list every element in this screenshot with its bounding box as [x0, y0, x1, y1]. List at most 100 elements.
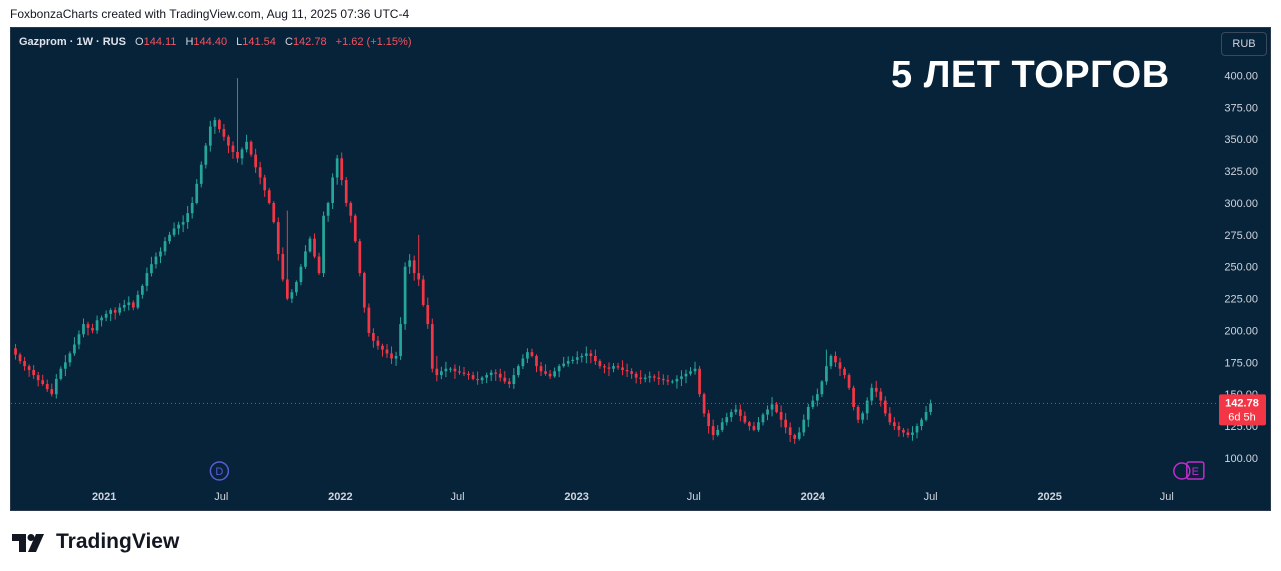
candle-body	[684, 373, 688, 377]
candle-body	[172, 228, 176, 235]
candle-body	[503, 377, 507, 382]
price-tick-label: 175.00	[1224, 357, 1258, 369]
candle-body	[680, 376, 683, 379]
candle-body	[462, 372, 466, 374]
chart-headline: 5 ЛЕТ ТОРГОВ	[891, 54, 1170, 96]
candle-body	[145, 273, 149, 286]
candle-body	[367, 307, 371, 334]
close-value: 142.78	[292, 36, 327, 48]
candle-body	[897, 426, 901, 430]
candle-body	[295, 282, 298, 293]
price-tick-label: 300.00	[1224, 198, 1258, 210]
candle-body	[829, 355, 833, 367]
time-tick-label: 2024	[801, 491, 826, 503]
candle-body	[381, 345, 384, 350]
candle-body	[430, 324, 434, 369]
candle-body	[163, 241, 167, 252]
candle-body	[199, 164, 203, 184]
tradingview-brand: TradingView	[56, 530, 180, 553]
candle-body	[281, 253, 285, 280]
candle-body	[480, 377, 484, 381]
candle-body	[64, 362, 67, 369]
dividend-event-icon[interactable]: D	[209, 461, 230, 481]
candle-body	[671, 381, 674, 383]
candle-body	[603, 366, 606, 368]
symbol-name[interactable]: Gazprom · 1W · RUS	[19, 36, 126, 48]
change-value: +1.62 (+1.15%)	[335, 36, 412, 48]
candle-body	[784, 419, 788, 428]
candle-body	[208, 126, 212, 146]
time-tick-label: 2023	[564, 491, 588, 503]
candle-body	[775, 404, 778, 413]
candle-body	[625, 369, 629, 372]
candle-body	[507, 381, 511, 385]
candle-body	[856, 406, 860, 420]
candle-body	[707, 413, 710, 427]
countdown-label: 6d 5h	[1228, 411, 1256, 423]
candle-body	[118, 307, 122, 313]
candle-body	[177, 224, 180, 229]
candle-body	[227, 136, 230, 146]
time-tick-label: Jul	[687, 491, 701, 503]
candle-body	[168, 234, 171, 242]
candle-body	[815, 394, 819, 401]
candle-body	[539, 366, 543, 372]
last-price-value: 142.78	[1225, 397, 1259, 409]
candle-body	[843, 368, 846, 376]
chart-pane[interactable]: 100.00125.00150.00175.00200.00225.00250.…	[10, 27, 1271, 511]
tradingview-logo[interactable]: TradingView	[12, 530, 179, 554]
candle-body	[748, 422, 751, 427]
candle-body	[861, 413, 865, 420]
candle-body	[883, 400, 887, 414]
candle-body	[150, 264, 153, 274]
candle-body	[231, 145, 235, 152]
candle-body	[453, 368, 457, 372]
symbol-legend: Gazprom · 1W · RUS O144.11 H144.40 L141.…	[19, 36, 412, 48]
candle-body	[521, 358, 525, 367]
candle-body	[122, 304, 126, 308]
candle-body	[136, 294, 140, 308]
candle-body	[666, 380, 670, 382]
candle-body	[793, 435, 797, 439]
time-axis[interactable]: 2021 Jul 2022 Jul 2023 Jul 2024 Jul 2025 Jul	[92, 491, 1174, 503]
candle-body	[752, 426, 756, 430]
price-chart[interactable]: 100.00125.00150.00175.00200.00225.00250.…	[11, 28, 1271, 511]
high-value: 144.40	[193, 36, 228, 48]
candle-body	[548, 373, 552, 377]
earnings-event-icon[interactable]: E	[1173, 461, 1205, 480]
candle-body	[45, 384, 49, 390]
currency-button[interactable]: RUB	[1221, 32, 1267, 56]
candle-body	[575, 357, 579, 360]
candle-body	[372, 333, 375, 341]
candle-body	[272, 202, 276, 223]
candle-body	[797, 432, 801, 439]
candle-body	[267, 190, 271, 203]
candle-body	[362, 273, 366, 308]
candle-body	[893, 422, 896, 427]
svg-text:E: E	[1192, 466, 1199, 478]
candle-body	[426, 304, 430, 325]
svg-text:D: D	[215, 466, 223, 478]
candle-body	[444, 368, 448, 372]
candle-body	[888, 413, 892, 423]
candle-body	[811, 400, 815, 407]
last-price-tag: 142.78 6d 5h	[11, 394, 1266, 426]
candle-body	[27, 366, 31, 370]
candle-body	[218, 120, 221, 130]
price-tick-label: 400.00	[1224, 70, 1258, 82]
candle-body	[661, 378, 665, 381]
candle-body	[557, 366, 561, 372]
candle-body	[54, 378, 58, 395]
candle-body	[113, 310, 117, 313]
candle-body	[652, 376, 656, 378]
price-axis[interactable]: 100.00125.00150.00175.00200.00225.00250.…	[1224, 70, 1258, 464]
candle-body	[734, 409, 738, 413]
candle-body	[335, 158, 339, 178]
candle-body	[240, 149, 244, 159]
candle-body	[526, 352, 529, 359]
candle-body	[204, 145, 208, 165]
candle-body	[512, 375, 516, 385]
candle-body	[639, 377, 643, 379]
candle-body	[589, 353, 593, 356]
candle-body	[648, 376, 652, 378]
